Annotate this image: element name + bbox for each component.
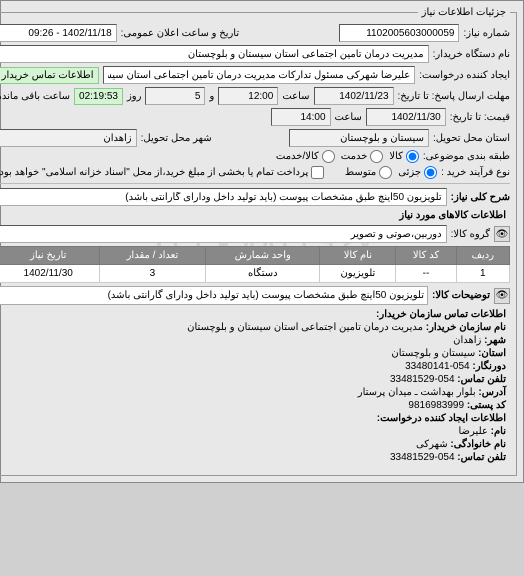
c-phone-label: تلفن تماس:	[457, 374, 506, 385]
req-no-input[interactable]	[339, 24, 459, 42]
requester-section-title: اطلاعات ایجاد کننده درخواست:	[1, 413, 506, 424]
c-post-label: کد پستی:	[467, 400, 506, 411]
buyer-org-label: نام دستگاه خریدار:	[433, 49, 510, 60]
radio-low[interactable]	[424, 166, 437, 179]
radio-kala[interactable]	[406, 150, 419, 163]
city-label: شهر محل تحویل:	[141, 133, 212, 144]
cell-row: 1	[456, 265, 509, 283]
price-deadline-label: قیمت: تا تاریخ:	[450, 112, 510, 123]
requester-input[interactable]	[103, 66, 416, 84]
resp-deadline-label: مهلت ارسال پاسخ: تا تاریخ:	[398, 91, 510, 102]
radio-khadamat[interactable]	[370, 150, 383, 163]
col-row: ردیف	[456, 247, 509, 265]
price-date-input[interactable]	[366, 108, 446, 126]
col-date: تاریخ نیاز	[0, 247, 99, 265]
resp-date-input[interactable]	[314, 87, 394, 105]
desc-label: توضیحات کالا:	[432, 290, 490, 301]
c-post-value: 9816983999	[408, 400, 464, 411]
c-name-value: علیرضا	[459, 426, 488, 437]
budget-class-label: طبقه بندی موضوعی:	[423, 151, 510, 162]
c-state-label: استان:	[478, 348, 506, 359]
c-org-label: نام سازمان خریدار:	[426, 322, 506, 333]
radio-kala-khadamat[interactable]	[322, 150, 335, 163]
process-type-label: نوع فرآیند خرید :	[441, 167, 510, 178]
state-input[interactable]	[289, 129, 429, 147]
col-name: نام کالا	[320, 247, 396, 265]
fieldset-legend: جزئیات اطلاعات نیاز	[418, 7, 510, 18]
radio-mid[interactable]	[379, 166, 392, 179]
need-title-label: شرح کلی نیاز:	[451, 192, 510, 203]
c-fax-value: 054-33480141	[405, 361, 470, 372]
main-panel: ۸۸۳۴۹۶۷ - ۰۲۱ جزئیات اطلاعات نیاز شماره …	[0, 0, 524, 483]
cell-date: 1402/11/30	[0, 265, 99, 283]
eye-icon[interactable]: 👁	[494, 226, 510, 242]
days-input[interactable]	[145, 87, 205, 105]
contact-section-title: اطلاعات تماس سازمان خریدار:	[1, 309, 506, 320]
public-date-input[interactable]	[0, 24, 117, 42]
table-row[interactable]: 1 -- تلویزیون دستگاه 3 1402/11/30	[0, 265, 510, 283]
cell-code: --	[396, 265, 456, 283]
desc-value: تلویزیون 50اینچ طبق مشخصات پیوست (باید ت…	[0, 286, 428, 305]
col-unit: واحد شمارش	[206, 247, 320, 265]
cell-qty: 3	[99, 265, 205, 283]
items-section-title: اطلاعات کالاهای مورد نیاز	[0, 210, 510, 221]
radio-mid-label[interactable]: متوسط	[345, 166, 392, 179]
c-fax-label: دورنگار:	[472, 361, 506, 372]
city-input[interactable]	[0, 129, 137, 147]
c-city-value: زاهدان	[453, 335, 481, 346]
details-fieldset: جزئیات اطلاعات نیاز شماره نیاز: تاریخ و …	[0, 7, 517, 476]
resp-time-label: ساعت	[282, 91, 309, 102]
col-qty: تعداد / مقدار	[99, 247, 205, 265]
c-name-label: نام:	[491, 426, 506, 437]
countdown-box: 02:19:53	[74, 88, 123, 105]
requester-label: ایجاد کننده درخواست:	[419, 70, 510, 81]
public-date-label: تاریخ و ساعت اعلان عمومی:	[121, 28, 240, 39]
radio-low-label[interactable]: جزئی	[398, 166, 437, 179]
contact-section: اطلاعات تماس سازمان خریدار: نام سازمان خ…	[0, 305, 510, 469]
c-city-label: شهر:	[484, 335, 506, 346]
contact-info-button[interactable]: اطلاعات تماس خریدار	[0, 67, 99, 84]
state-label: استان محل تحویل:	[433, 133, 510, 144]
c-family-value: شهرکی	[416, 439, 448, 450]
and-label: و	[209, 91, 214, 102]
day-label: روز	[127, 91, 142, 102]
col-code: کد کالا	[396, 247, 456, 265]
table-header-row: ردیف کد کالا نام کالا واحد شمارش تعداد /…	[0, 247, 510, 265]
c-org-value: مدیریت درمان تامین اجتماعی استان سیستان …	[187, 322, 423, 333]
c-phone-value: 054-33481529	[390, 374, 455, 385]
items-table: ردیف کد کالا نام کالا واحد شمارش تعداد /…	[0, 246, 510, 283]
buyer-org-input[interactable]	[0, 45, 429, 63]
c-state-value: سیستان و بلوچستان	[391, 348, 475, 359]
c-family-label: نام خانوادگی:	[450, 439, 506, 450]
eye-icon-2[interactable]: 👁	[494, 288, 510, 304]
cell-unit: دستگاه	[206, 265, 320, 283]
radio-khadamat-label[interactable]: خدمت	[341, 150, 384, 163]
group-label: گروه کالا:	[451, 229, 490, 240]
process-radio-group: جزئی متوسط	[345, 166, 437, 179]
radio-kala-label[interactable]: کالا	[389, 150, 419, 163]
budget-radio-group: کالا خدمت کالا/خدمت	[276, 150, 419, 163]
c-rphone-label: تلفن تماس:	[457, 452, 506, 463]
price-time-input[interactable]	[271, 108, 331, 126]
cell-name: تلویزیون	[320, 265, 396, 283]
need-title-input[interactable]	[0, 188, 447, 206]
c-addr-label: آدرس:	[478, 387, 506, 398]
c-addr-value: بلوار بهداشت ـ میدان پرستار	[358, 387, 476, 398]
price-time-label: ساعت	[335, 112, 362, 123]
resp-time-input[interactable]	[218, 87, 278, 105]
radio-kala-khadamat-label[interactable]: کالا/خدمت	[276, 150, 335, 163]
remain-label: ساعت باقی مانده	[0, 91, 70, 102]
c-rphone-value: 054-33481529	[390, 452, 455, 463]
treasury-checkbox-label[interactable]: پرداخت تمام یا بخشی از مبلغ خرید،از محل …	[0, 166, 324, 179]
treasury-checkbox[interactable]	[311, 166, 324, 179]
req-no-label: شماره نیاز:	[463, 28, 510, 39]
group-input[interactable]	[0, 225, 447, 243]
